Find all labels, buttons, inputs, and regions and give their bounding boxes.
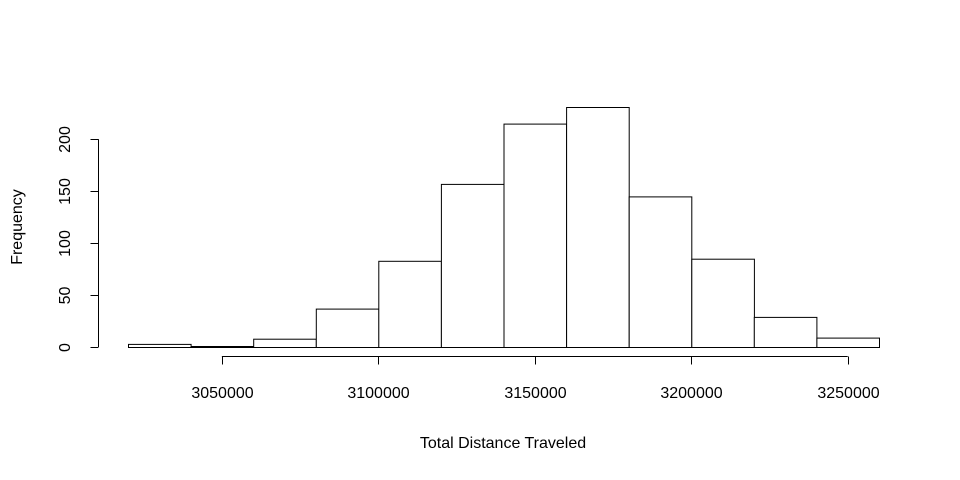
x-tick-label: 3050000 [191, 385, 253, 402]
histogram-bar [190, 346, 255, 348]
x-tick-label: 3100000 [347, 385, 409, 402]
y-tick-label: 150 [57, 178, 74, 205]
histogram-bar [816, 337, 881, 349]
y-tick-label: 100 [57, 230, 74, 257]
histogram-bar [503, 123, 568, 348]
x-tick-label: 3200000 [660, 385, 722, 402]
histogram-bar [253, 338, 317, 349]
histogram-bar [691, 258, 755, 349]
histogram-bar [566, 107, 630, 348]
y-tick-label: 0 [57, 343, 74, 352]
histogram-bar [753, 316, 818, 348]
histogram-bar [128, 343, 192, 348]
histogram-bar [378, 260, 442, 348]
x-tick-label: 3250000 [817, 385, 879, 402]
histogram-bar [628, 196, 693, 348]
histogram-bar [440, 183, 505, 348]
histogram-bars [128, 107, 881, 349]
y-tick-label: 50 [57, 287, 74, 305]
x-axis-label: Total Distance Traveled [420, 435, 586, 452]
x-axis: 3050000 3100000 3150000 3200000 3250000 [191, 356, 880, 402]
histogram-bar [315, 308, 380, 349]
y-tick-label: 200 [57, 126, 74, 153]
y-axis: 0 50 100 150 200 [57, 126, 99, 352]
y-axis-label: Frequency [9, 189, 26, 265]
x-tick-label: 3150000 [504, 385, 566, 402]
